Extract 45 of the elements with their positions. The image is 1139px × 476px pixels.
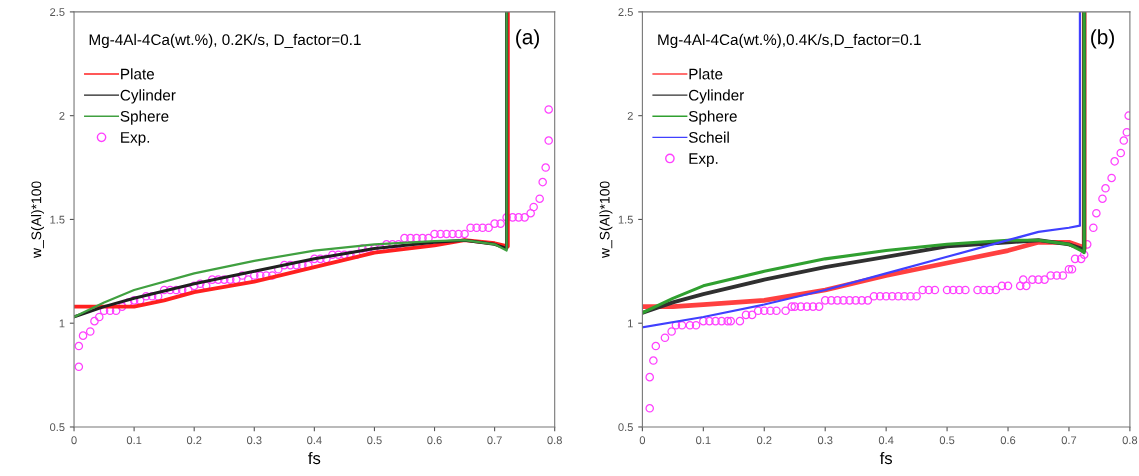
x-tick-label: 0.3 (246, 436, 262, 445)
x-tick-label: 0.4 (878, 436, 894, 445)
legend-label: Exp. (121, 132, 150, 146)
y-tick-label: 2.5 (50, 8, 65, 17)
legend-label: Plate (689, 68, 723, 80)
x-tick-label: 0.1 (126, 436, 142, 445)
x-tick-label: 0.8 (1122, 436, 1138, 445)
x-tick-label: 0.2 (186, 436, 202, 445)
y-tick-label: 1 (628, 319, 633, 328)
y-tick-label: 1.5 (618, 215, 633, 224)
legend-label: Plate (121, 68, 155, 80)
legend-label: Sphere (120, 110, 169, 125)
legend-label: Cylinder (120, 89, 176, 104)
y-tick-label: 0.5 (50, 423, 65, 432)
annotation: Mg-4Al-4Ca(wt.%),0.4K/s,D_factor=0.1 (658, 33, 921, 49)
x-tick-label: 0.2 (756, 436, 772, 445)
x-tick-label: 0.7 (1061, 436, 1077, 445)
y-tick-label: 2.5 (618, 8, 633, 17)
x-tick-label: 0.1 (696, 436, 711, 445)
annotation: (b) (1091, 29, 1114, 49)
x-tick-label: 0.7 (487, 436, 502, 445)
x-tick-label: 0 (639, 436, 646, 445)
x-tick-label: 0.5 (367, 436, 382, 445)
legend-label: Sphere (688, 110, 737, 125)
y-tick-label: 1.5 (50, 215, 65, 224)
x-tick-label: 0.4 (307, 436, 322, 445)
legend-label: Cylinder (689, 89, 745, 104)
x-tick-label: 0.3 (817, 436, 833, 445)
x-tick-label: 0.5 (939, 436, 955, 445)
y-tick-label: 2 (59, 111, 65, 120)
y-axis-title: w_S(Al)*100 (599, 181, 613, 259)
legend-label: Exp. (689, 153, 718, 167)
legend-label: Scheil (688, 131, 729, 143)
x-tick-label: 0 (71, 436, 77, 445)
y-tick-label: 1 (59, 319, 65, 328)
y-axis-title: w_S(Al)*100 (31, 181, 44, 259)
x-axis-title: fs (308, 451, 321, 465)
x-tick-label: 0.6 (1000, 436, 1016, 445)
x-axis-title: fs (879, 451, 893, 465)
x-tick-label: 0.6 (427, 436, 442, 445)
y-tick-label: 0.5 (618, 423, 633, 432)
x-tick-label: 0.8 (547, 436, 562, 445)
y-tick-label: 2 (627, 111, 633, 120)
annotation: (a) (516, 29, 539, 49)
annotation: Mg-4Al-4Ca(wt.%), 0.2K/s, D_factor=0.1 (89, 33, 361, 49)
